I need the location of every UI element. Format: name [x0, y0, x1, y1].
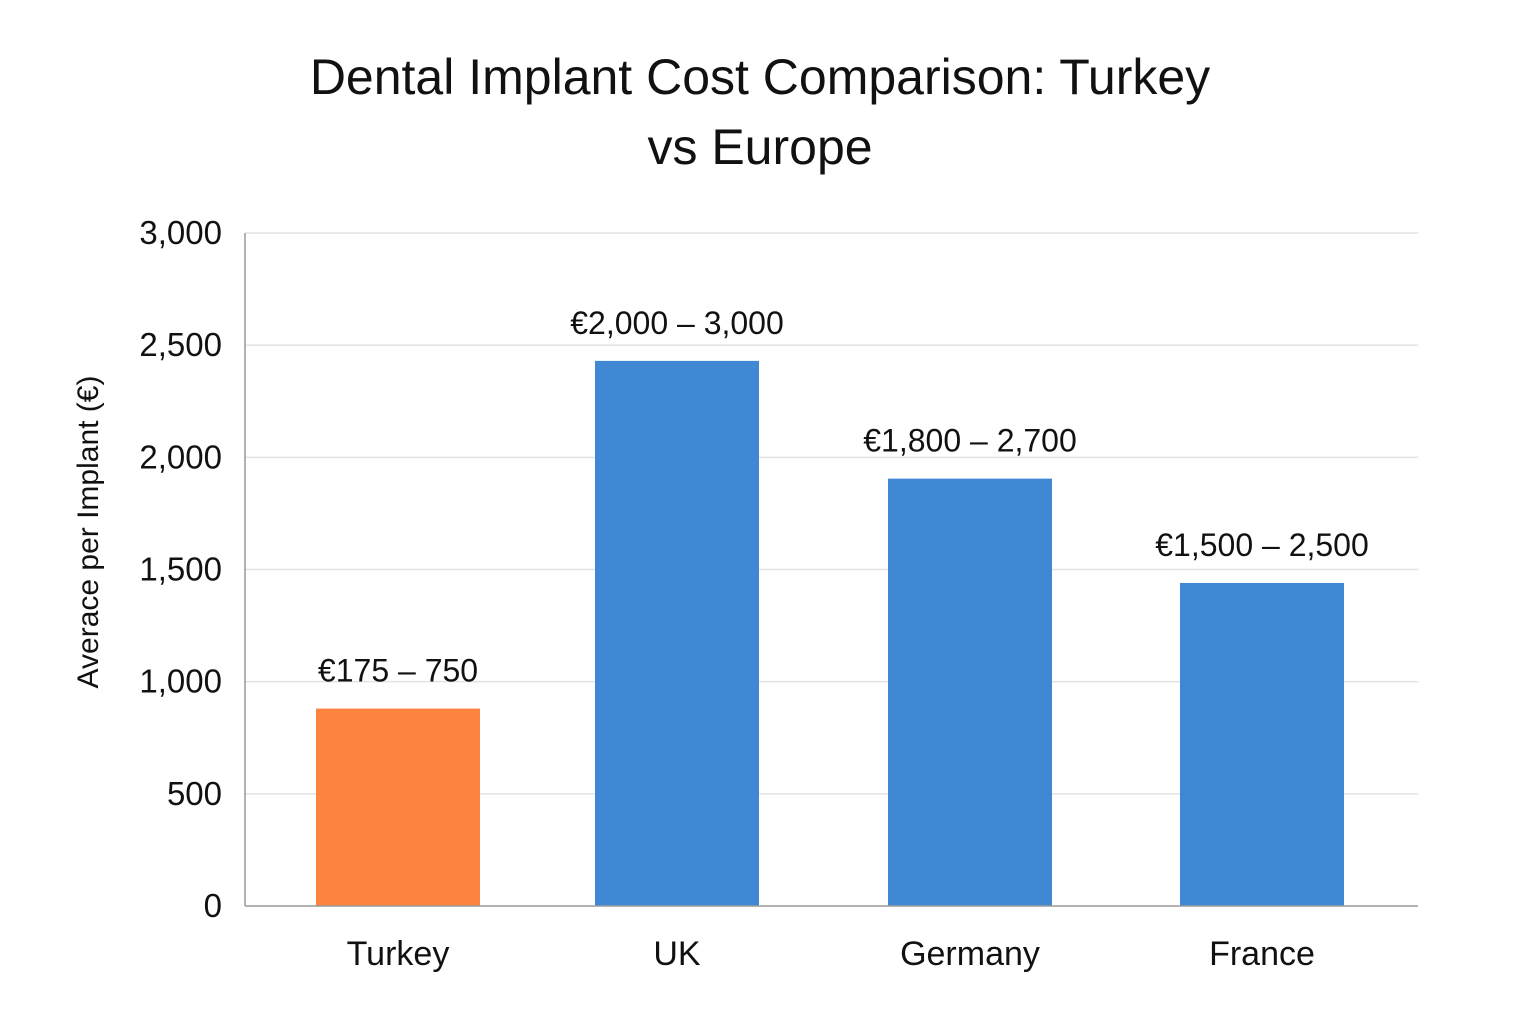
- x-tick-label-germany: Germany: [900, 935, 1040, 973]
- y-tick-label: 500: [167, 775, 222, 812]
- data-label-uk: €2,000 – 3,000: [570, 305, 784, 341]
- labels: 0 500 1,000 1,500 2,000 2,500 3,000 €175 – 750 T…: [72, 214, 1369, 973]
- bars: [316, 360, 1344, 906]
- y-axis-title: Averace per Implant (€): [72, 376, 105, 689]
- x-tick-label-uk: UK: [653, 935, 701, 973]
- y-tick-label: 2,500: [139, 326, 222, 363]
- data-label-france: €1,500 – 2,500: [1155, 527, 1369, 563]
- bar-france: [1180, 582, 1344, 906]
- bar-germany: [888, 478, 1052, 906]
- y-tick-label: 1,500: [139, 551, 222, 588]
- chart-title-line-2: vs Europe: [647, 119, 873, 175]
- y-tick-label: 2,000: [139, 438, 222, 475]
- chart-title-line-1: Dental Implant Cost Comparison: Turkey: [309, 49, 1211, 105]
- chart-title: Dental Implant Cost Comparison: Turkey v…: [0, 42, 1520, 182]
- x-tick-label-turkey: Turkey: [347, 935, 450, 973]
- axes: [244, 233, 1418, 907]
- data-label-turkey: €175 – 750: [318, 653, 478, 689]
- bar-turkey: [316, 708, 480, 906]
- bar-uk: [595, 360, 759, 906]
- y-tick-label: 3,000: [139, 214, 222, 251]
- y-tick-label: 1,000: [139, 663, 222, 700]
- data-label-germany: €1,800 – 2,700: [863, 423, 1077, 459]
- y-tick-label: 0: [204, 887, 222, 924]
- x-tick-label-france: France: [1209, 935, 1315, 973]
